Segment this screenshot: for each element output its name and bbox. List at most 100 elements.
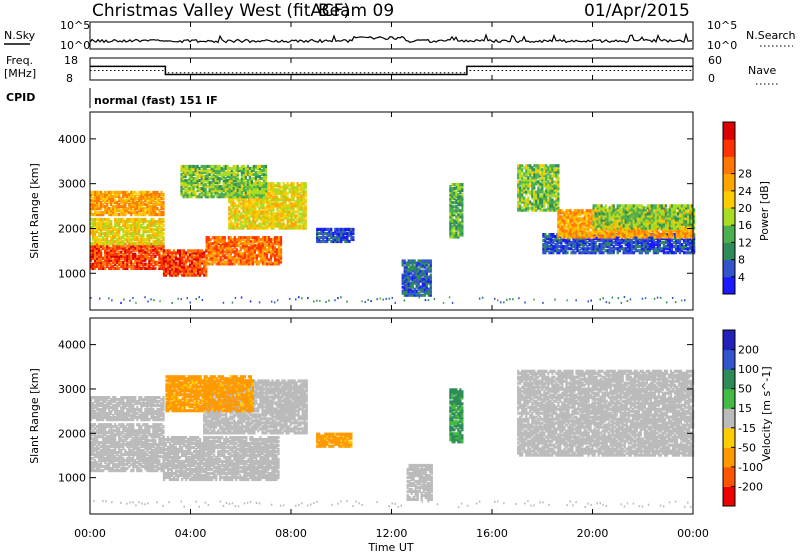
y-tick-label-0: 1000 xyxy=(58,267,86,280)
vel-cbar-swatch-4 xyxy=(723,408,735,429)
power-cbar-tick-2: 12 xyxy=(738,236,752,249)
power-cbar-swatch-2 xyxy=(723,242,735,261)
x-tick-label-5: 20:00 xyxy=(577,527,609,540)
vel-cbar-tick-0: -200 xyxy=(738,480,763,493)
nave-label: Nave xyxy=(748,64,776,77)
freq-trace xyxy=(90,65,693,76)
vel-cbar-tick-6: 100 xyxy=(738,363,759,376)
heatmap-region-6 xyxy=(180,164,268,199)
nave-tick-top: 60 xyxy=(708,54,722,67)
power-cbar-swatch-4 xyxy=(723,208,735,226)
power-cbar-tick-0: 4 xyxy=(738,271,745,284)
vel-cbar-tick-7: 200 xyxy=(738,344,759,357)
power-cbar-tick-4: 20 xyxy=(738,202,752,215)
vel-cbar-tick-2: -50 xyxy=(738,441,756,454)
heatmap-region-10 xyxy=(517,164,560,212)
noise-tick-bottom-left: 10^0 xyxy=(60,39,90,52)
heatmap-region-2 xyxy=(90,190,165,217)
heatmap-region-3 xyxy=(162,249,208,277)
power-cbar-tick-3: 16 xyxy=(738,219,752,232)
vel-cbar-frame xyxy=(722,329,736,507)
power-cbar-tick-1: 8 xyxy=(738,254,745,267)
velocity-heatmap xyxy=(90,369,695,508)
x-tick-label-0: 00:00 xyxy=(74,527,106,540)
freq-tick-bottom: 8 xyxy=(66,72,73,85)
heatmap-region-7 xyxy=(449,388,464,444)
vel-cbar-swatch-1 xyxy=(723,466,735,487)
power-y-axis-label: Slant Range [km] xyxy=(28,163,41,259)
noise-panel: N.Sky 10^5 10^0 10^5 10^0 N.Search xyxy=(4,19,796,52)
heatmap-region-1 xyxy=(90,217,165,246)
power-colorbar: 4 8 12 16 20 24 28 xyxy=(722,121,752,295)
heatmap-region-4 xyxy=(165,375,254,413)
velocity-y-ticks: 1000 2000 3000 4000 xyxy=(58,339,693,485)
power-cbar-swatch-8 xyxy=(723,139,735,157)
nave-trace xyxy=(90,70,693,74)
velocity-colorbar: -200 -100 -50 -15 15 50 100 200 xyxy=(722,329,763,507)
y-tick-label-1: 2000 xyxy=(58,222,86,235)
y-tick-label-2: 3000 xyxy=(58,383,86,396)
freq-label-line2: [MHz] xyxy=(4,67,36,80)
ground-scatter xyxy=(93,500,692,508)
y-tick-label-1: 2000 xyxy=(58,427,86,440)
vel-cbar-tick-1: -100 xyxy=(738,461,763,474)
y-tick-label-0: 1000 xyxy=(58,472,86,485)
power-cbar-swatch-5 xyxy=(723,190,735,209)
x-axis-label: Time UT xyxy=(367,541,413,554)
power-colorbar-label: Power [dB] xyxy=(758,181,771,241)
chart-title: Christmas Valley West (fitACF) xyxy=(92,1,350,21)
vel-cbar-swatch-2 xyxy=(723,447,735,468)
noise-tick-top-right: 10^5 xyxy=(707,19,737,32)
power-cbar-swatch-3 xyxy=(723,225,735,243)
y-tick-label-3: 4000 xyxy=(58,133,86,146)
vel-cbar-tick-4: 15 xyxy=(738,402,752,415)
heatmap-region-6 xyxy=(406,463,433,501)
noise-tick-bottom-right: 10^0 xyxy=(707,39,737,52)
y-tick-label-2: 3000 xyxy=(58,178,86,191)
power-cbar-swatch-7 xyxy=(723,156,735,175)
power-cbar-tick-6: 28 xyxy=(738,168,752,181)
velocity-colorbar-label: Velocity [m s^-1] xyxy=(760,366,773,461)
heatmap-region-13 xyxy=(592,204,696,230)
heatmap-region-8 xyxy=(517,369,695,457)
power-panel: 1000 2000 3000 4000 Slant Range [km] xyxy=(28,111,696,311)
power-cbar-tick-5: 24 xyxy=(738,185,752,198)
power-cbar-swatch-6 xyxy=(723,173,735,192)
heatmap-region-8 xyxy=(401,259,432,297)
x-tick-label-4: 16:00 xyxy=(476,527,508,540)
heatmap-region-5 xyxy=(316,432,353,448)
x-tick-label-3: 12:00 xyxy=(376,527,408,540)
heatmap-region-1 xyxy=(90,396,165,422)
vel-cbar-swatch-7 xyxy=(723,349,735,370)
cpid-value: normal (fast) 151 IF xyxy=(94,94,218,107)
ground-scatter xyxy=(90,296,686,304)
power-y-ticks: 1000 2000 3000 4000 xyxy=(58,133,693,280)
power-cbar-swatch-9 xyxy=(723,122,735,140)
heatmap-region-0 xyxy=(90,242,165,270)
vel-cbar-swatch-6 xyxy=(723,369,735,390)
freq-panel: Freq. [MHz] 18 8 60 0 Nave xyxy=(4,54,780,85)
noise-sky-trace xyxy=(89,32,693,44)
power-cbar-swatch-1 xyxy=(723,259,735,278)
freq-label-line1: Freq. xyxy=(6,54,33,67)
vel-cbar-tick-5: 50 xyxy=(738,383,752,396)
noise-left-label: N.Sky xyxy=(4,29,36,42)
x-tick-label-6: 00:00 xyxy=(677,527,709,540)
nave-tick-bottom: 0 xyxy=(708,72,715,85)
vel-cbar-swatch-8 xyxy=(723,330,735,351)
noise-right-label: N.Search xyxy=(746,29,796,42)
x-axis-ticks: 00:00 04:00 08:00 12:00 16:00 20:00 00:00 xyxy=(74,22,709,540)
freq-tick-top: 18 xyxy=(64,54,78,67)
vel-cbar-swatch-5 xyxy=(723,388,735,409)
power-cbar-swatch-0 xyxy=(723,276,735,295)
power-heatmap xyxy=(90,164,696,304)
heatmap-region-9 xyxy=(449,183,464,239)
heatmap-region-4 xyxy=(205,236,283,266)
heatmap-region-0 xyxy=(90,423,165,473)
heatmap-region-2 xyxy=(162,436,280,482)
beam-label: Beam 09 xyxy=(318,1,394,21)
velocity-y-axis-label: Slant Range [km] xyxy=(28,368,41,464)
vel-cbar-swatch-3 xyxy=(723,427,735,448)
y-tick-label-3: 4000 xyxy=(58,339,86,352)
